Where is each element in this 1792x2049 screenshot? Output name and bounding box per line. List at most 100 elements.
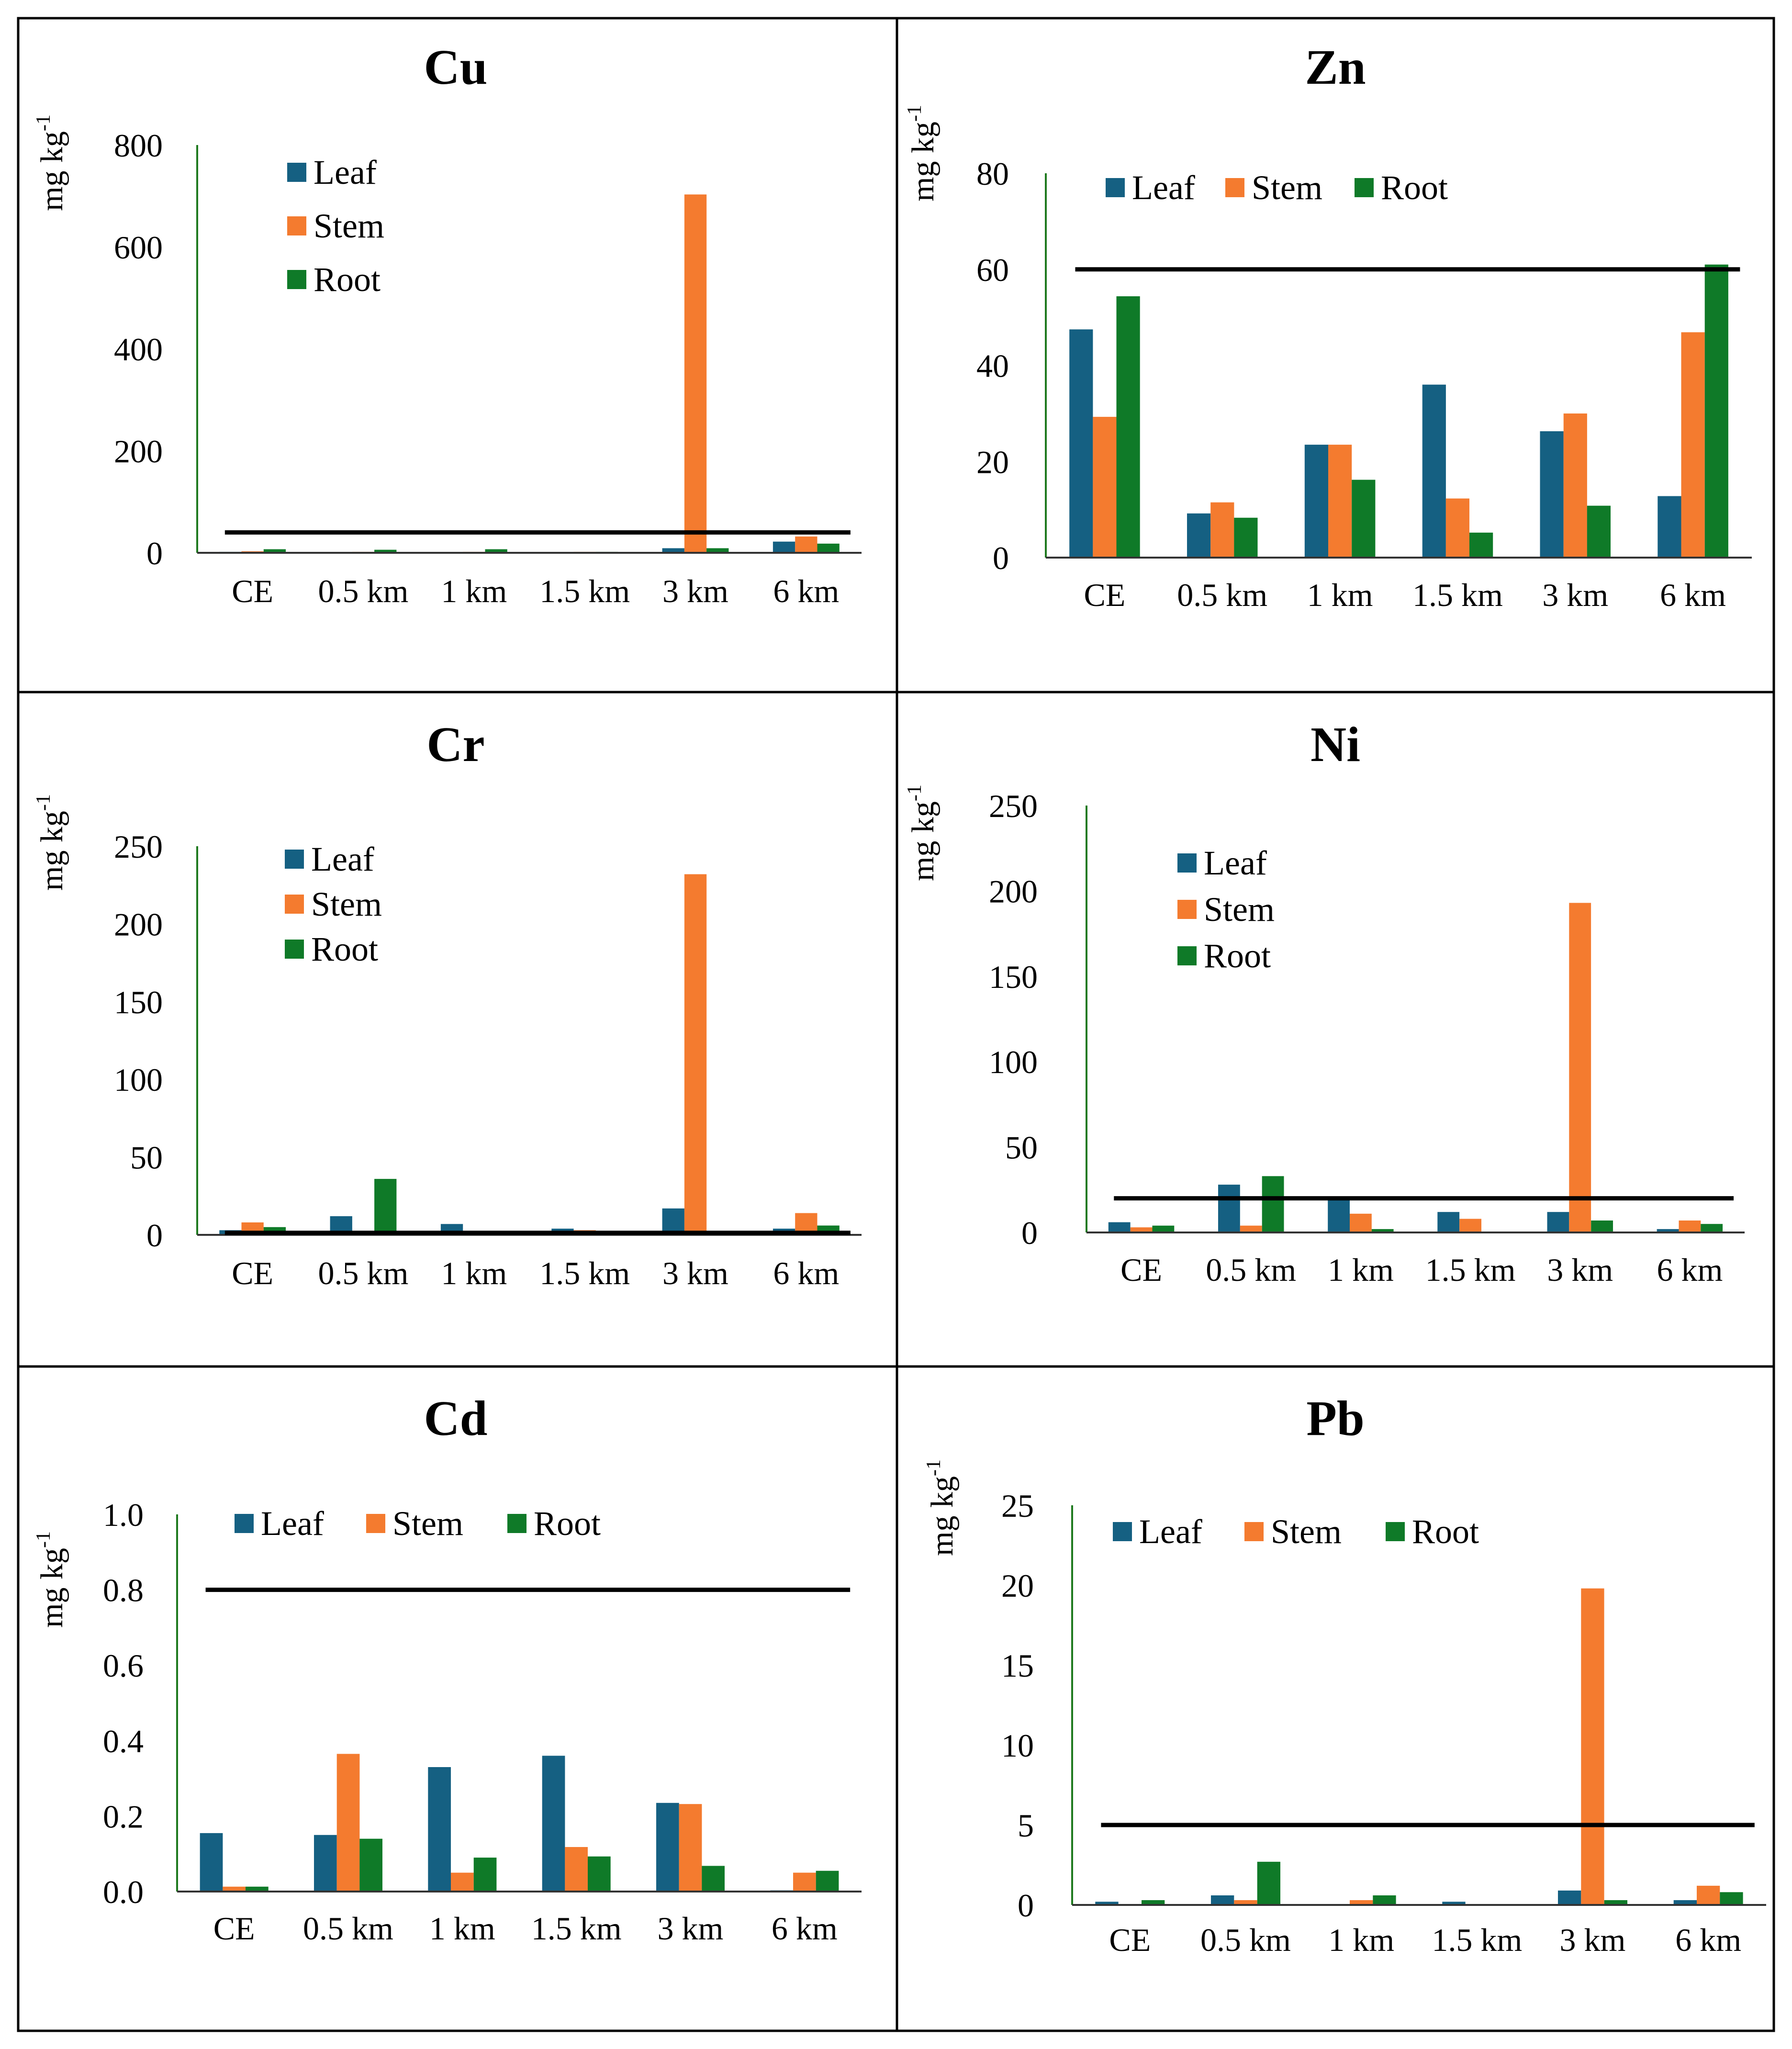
legend-swatch-stem bbox=[285, 895, 304, 914]
legend-label-stem: Stem bbox=[1271, 1512, 1342, 1551]
bar-root-5 bbox=[1704, 264, 1728, 558]
y-tick-label: 800 bbox=[114, 127, 163, 164]
bar-root-2 bbox=[485, 549, 507, 553]
chart-title: Pb bbox=[1306, 1391, 1364, 1446]
y-tick-label: 1.0 bbox=[103, 1497, 144, 1533]
y-tick-label: 20 bbox=[976, 444, 1009, 480]
chart-panel-pb: Pb mg kg-1 0 5 10 15 20 25 CE 0.5 km 1 km 1.5 km 3 k… bbox=[896, 1365, 1775, 2032]
x-tick-label: 1 km bbox=[1328, 1922, 1394, 1958]
legend-swatch-leaf bbox=[1106, 178, 1125, 197]
bar-leaf-4 bbox=[662, 548, 684, 553]
bar-leaf-2 bbox=[1328, 1198, 1350, 1232]
y-tick-label: 80 bbox=[976, 156, 1009, 192]
legend-label-leaf: Leaf bbox=[311, 840, 374, 878]
x-tick-label: 1 km bbox=[441, 573, 507, 609]
legend-label-leaf: Leaf bbox=[1132, 168, 1195, 207]
bar-stem-1 bbox=[1210, 502, 1234, 558]
bar-root-3 bbox=[1469, 532, 1493, 558]
y-tick-label: 60 bbox=[976, 252, 1009, 288]
chart-title: Cd bbox=[424, 1391, 488, 1446]
bar-leaf-4 bbox=[662, 1208, 684, 1235]
bar-stem-4 bbox=[684, 874, 707, 1235]
y-tick-label: 250 bbox=[989, 788, 1038, 824]
legend-label-leaf: Leaf bbox=[314, 153, 377, 191]
legend-swatch-root bbox=[1386, 1522, 1405, 1541]
y-axis-label: mg kg-1 bbox=[33, 1531, 69, 1628]
bar-root-4 bbox=[706, 548, 729, 553]
bar-root-1 bbox=[1234, 517, 1258, 558]
x-tick-label: CE bbox=[1109, 1922, 1151, 1958]
chart-panel-zn: Zn mg kg-1 0 20 40 60 80 CE 0.5 km 1 km 1.5 km 3 km… bbox=[896, 17, 1775, 694]
x-tick-label: 1 km bbox=[441, 1255, 507, 1291]
bar-leaf-0 bbox=[1069, 329, 1093, 558]
bar-root-0 bbox=[246, 1886, 269, 1892]
bar-root-2 bbox=[1352, 480, 1376, 558]
y-tick-label: 10 bbox=[1001, 1727, 1034, 1764]
bar-stem-5 bbox=[1679, 1220, 1701, 1232]
legend-swatch-root bbox=[507, 1514, 526, 1533]
x-tick-label: 3 km bbox=[658, 1910, 724, 1947]
x-tick-label: 3 km bbox=[662, 1255, 728, 1291]
legend: Leaf Stem Root bbox=[1106, 168, 1448, 207]
legend-swatch-root bbox=[1355, 178, 1374, 197]
legend-label-root: Root bbox=[314, 260, 381, 299]
legend-swatch-leaf bbox=[1177, 853, 1197, 873]
bar-leaf-0 bbox=[200, 1833, 223, 1892]
legend-label-stem: Stem bbox=[1204, 890, 1275, 929]
x-tick-label: 0.5 km bbox=[318, 1255, 409, 1291]
bar-leaf-5 bbox=[773, 541, 795, 553]
bar-root-0 bbox=[1152, 1225, 1175, 1232]
legend-swatch-leaf bbox=[1113, 1522, 1132, 1541]
chart-title: Zn bbox=[1305, 40, 1366, 95]
bar-root-3 bbox=[588, 1856, 611, 1892]
x-tick-label: 3 km bbox=[1560, 1922, 1626, 1958]
bar-root-4 bbox=[1604, 1900, 1627, 1905]
bar-stem-3 bbox=[1459, 1219, 1481, 1232]
y-tick-label: 0 bbox=[146, 1217, 163, 1254]
bar-leaf-3 bbox=[1437, 1212, 1460, 1232]
x-tick-label: CE bbox=[232, 573, 273, 609]
y-tick-label: 0.4 bbox=[103, 1723, 144, 1759]
y-tick-label: 200 bbox=[114, 433, 163, 470]
legend: Leaf Stem Root bbox=[287, 153, 384, 299]
x-tick-label: 1 km bbox=[429, 1910, 495, 1947]
x-tick-label: 1.5 km bbox=[539, 573, 630, 609]
legend-label-root: Root bbox=[1412, 1512, 1479, 1551]
x-tick-label: 0.5 km bbox=[1177, 577, 1267, 613]
bar-stem-2 bbox=[1350, 1213, 1372, 1232]
x-tick-label: 3 km bbox=[662, 573, 728, 609]
x-tick-label: 6 km bbox=[1657, 1252, 1723, 1288]
y-axis-label: mg kg-1 bbox=[904, 105, 941, 202]
y-tick-label: 0 bbox=[146, 535, 163, 571]
bar-root-4 bbox=[1587, 505, 1611, 558]
bar-root-5 bbox=[816, 1870, 839, 1892]
bar-leaf-0 bbox=[1108, 1222, 1131, 1232]
x-tick-label: 6 km bbox=[773, 573, 839, 609]
x-tick-label: 6 km bbox=[1660, 577, 1726, 613]
y-tick-label: 150 bbox=[989, 959, 1038, 995]
bar-stem-4 bbox=[1581, 1588, 1604, 1905]
bar-leaf-3 bbox=[542, 1756, 565, 1892]
bar-leaf-5 bbox=[1658, 496, 1681, 558]
legend-label-root: Root bbox=[311, 930, 378, 968]
bar-stem-1 bbox=[1240, 1225, 1262, 1232]
legend: Leaf Stem Root bbox=[285, 840, 382, 968]
bar-leaf-4 bbox=[1540, 431, 1564, 558]
y-axis-label: mg kg-1 bbox=[33, 794, 69, 891]
bar-root-2 bbox=[1371, 1229, 1394, 1232]
x-tick-label: 0.5 km bbox=[1206, 1252, 1296, 1288]
chart-panel-cr: Cr mg kg-1 0 50 100 150 200 250 CE 0.5 km 1 km 1.5 … bbox=[17, 691, 898, 1368]
bar-stem-3 bbox=[1445, 498, 1469, 558]
y-tick-label: 50 bbox=[1005, 1130, 1038, 1166]
chart-panel-ni: Ni mg kg-1 0 50 100 150 200 250 CE 0.5 km 1 km 1.5 … bbox=[896, 691, 1775, 1368]
bar-leaf-5 bbox=[1673, 1900, 1697, 1905]
bar-stem-4 bbox=[684, 194, 707, 553]
x-tick-label: 1.5 km bbox=[1412, 577, 1503, 613]
bar-root-1 bbox=[1262, 1176, 1284, 1232]
x-tick-label: CE bbox=[213, 1910, 255, 1947]
legend-label-leaf: Leaf bbox=[1139, 1512, 1202, 1551]
legend-swatch-stem bbox=[1177, 900, 1197, 919]
y-tick-label: 0 bbox=[1021, 1215, 1038, 1251]
bar-root-5 bbox=[1720, 1892, 1743, 1905]
legend-swatch-leaf bbox=[285, 850, 304, 869]
